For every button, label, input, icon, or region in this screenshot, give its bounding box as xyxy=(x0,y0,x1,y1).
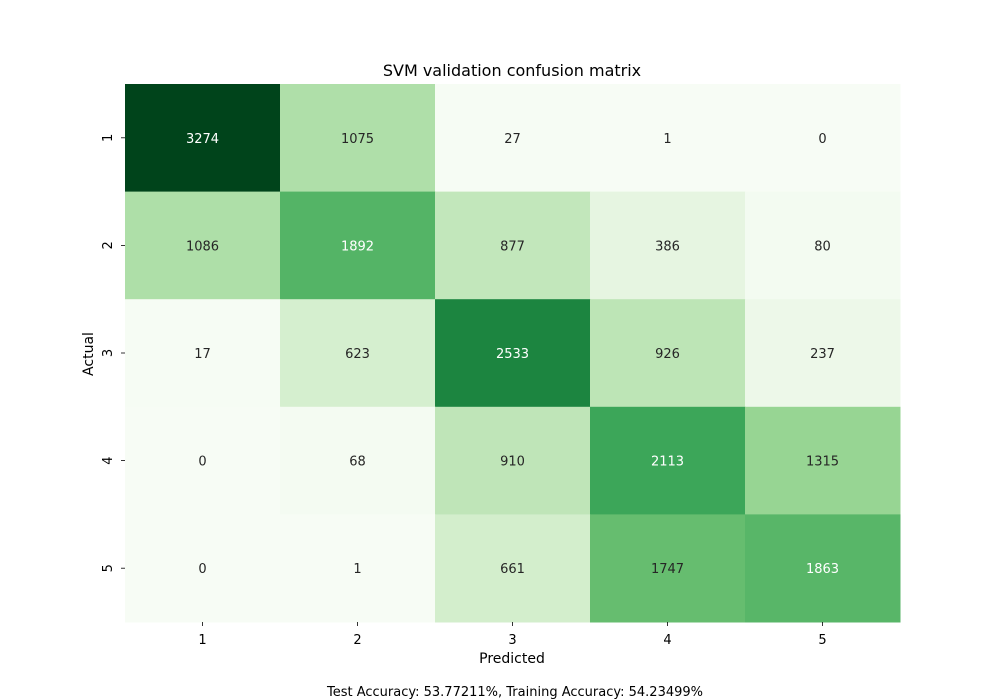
cell-value-r2-c3: 877 xyxy=(500,239,525,254)
cell-value-r1-c3: 27 xyxy=(504,132,521,147)
heatmap-cell-r3-c3 xyxy=(435,299,591,408)
cell-value-r2-c5: 80 xyxy=(814,239,831,254)
cell-value-r4-c2: 68 xyxy=(349,455,366,470)
x-tick-label-1: 1 xyxy=(198,633,206,648)
cell-value-r5-c5: 1863 xyxy=(806,562,839,577)
cell-value-r3-c2: 623 xyxy=(345,347,370,362)
heatmap-cell-r5-c5 xyxy=(745,514,901,623)
accuracy-footer: Test Accuracy: 53.77211%, Training Accur… xyxy=(326,685,703,700)
heatmap-cell-r1-c5 xyxy=(745,84,901,193)
heatmap-cell-r5-c2 xyxy=(280,514,436,623)
x-tick-label-3: 3 xyxy=(508,633,516,648)
heatmap-cell-r3-c5 xyxy=(745,299,901,408)
cell-value-r2-c2: 1892 xyxy=(341,239,374,254)
cell-value-r5-c2: 1 xyxy=(353,562,361,577)
cell-value-r5-c4: 1747 xyxy=(651,562,684,577)
heatmap-cell-r3-c4 xyxy=(590,299,746,408)
cell-value-r1-c4: 1 xyxy=(663,132,671,147)
cell-value-r4-c5: 1315 xyxy=(806,455,839,470)
cell-value-r3-c3: 2533 xyxy=(496,347,529,362)
y-tick-label-2: 2 xyxy=(101,241,116,249)
cell-value-r2-c4: 386 xyxy=(655,239,680,254)
y-axis-ticks: 1 2 3 4 5 xyxy=(101,134,125,572)
heatmap-cell-r2-c1 xyxy=(125,191,281,300)
cell-value-r1-c5: 0 xyxy=(818,132,826,147)
cell-value-r3-c4: 926 xyxy=(655,347,680,362)
heatmap-cell-r3-c1 xyxy=(125,299,281,408)
cell-value-r3-c5: 237 xyxy=(810,347,835,362)
x-tick-label-5: 5 xyxy=(818,633,826,648)
heatmap-cell-r4-c3 xyxy=(435,406,591,515)
y-tick-label-5: 5 xyxy=(101,564,116,572)
heatmap-cell-r2-c4 xyxy=(590,191,746,300)
heatmap-cell-r1-c3 xyxy=(435,84,591,193)
heatmap-cell-r4-c2 xyxy=(280,406,436,515)
heatmap-cell-r3-c2 xyxy=(280,299,436,408)
cell-value-r1-c1: 3274 xyxy=(186,132,219,147)
x-tick-label-4: 4 xyxy=(663,633,671,648)
heatmap-cell-r1-c1 xyxy=(125,84,281,193)
y-tick-label-1: 1 xyxy=(101,134,116,142)
heatmap-cell-r2-c5 xyxy=(745,191,901,300)
cell-value-r1-c2: 1075 xyxy=(341,132,374,147)
cell-value-r5-c3: 661 xyxy=(500,562,525,577)
x-axis-ticks: 1 2 3 4 5 xyxy=(198,622,827,648)
heatmap-cells xyxy=(125,84,901,623)
heatmap-cell-r5-c3 xyxy=(435,514,591,623)
heatmap-cell-r4-c4 xyxy=(590,406,746,515)
y-tick-label-4: 4 xyxy=(101,456,116,464)
x-axis-label: Predicted xyxy=(479,651,545,667)
chart-title: SVM validation confusion matrix xyxy=(383,61,641,80)
cell-value-r4-c3: 910 xyxy=(500,455,525,470)
heatmap-cell-r5-c4 xyxy=(590,514,746,623)
heatmap-cell-r4-c5 xyxy=(745,406,901,515)
heatmap-cell-r1-c2 xyxy=(280,84,436,193)
x-tick-label-2: 2 xyxy=(353,633,361,648)
heatmap-cell-r2-c2 xyxy=(280,191,436,300)
heatmap-cell-r2-c3 xyxy=(435,191,591,300)
cell-value-r4-c1: 0 xyxy=(198,455,206,470)
heatmap-cell-r4-c1 xyxy=(125,406,281,515)
cell-value-r5-c1: 0 xyxy=(198,562,206,577)
cell-value-r2-c1: 1086 xyxy=(186,239,219,254)
heatmap-cell-labels: 3274 1075 27 1 0 1086 1892 877 386 80 17 623 2533 926… xyxy=(186,132,839,577)
heatmap-cell-r5-c1 xyxy=(125,514,281,623)
cell-value-r3-c1: 17 xyxy=(194,347,211,362)
heatmap-cell-r1-c4 xyxy=(590,84,746,193)
y-axis-label: Actual xyxy=(81,332,97,376)
y-tick-label-3: 3 xyxy=(101,349,116,357)
cell-value-r4-c4: 2113 xyxy=(651,455,684,470)
